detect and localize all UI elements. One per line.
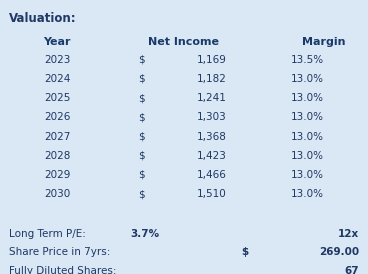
Text: $: $ bbox=[138, 93, 145, 103]
Text: 2026: 2026 bbox=[44, 112, 70, 122]
Text: 13.0%: 13.0% bbox=[291, 93, 324, 103]
Text: 1,169: 1,169 bbox=[197, 55, 226, 65]
Text: 13.0%: 13.0% bbox=[291, 112, 324, 122]
Text: 1,466: 1,466 bbox=[197, 170, 226, 180]
Text: $: $ bbox=[138, 74, 145, 84]
Text: $: $ bbox=[138, 170, 145, 180]
Text: 2028: 2028 bbox=[44, 151, 70, 161]
Text: 2027: 2027 bbox=[44, 132, 70, 141]
Text: Share Price in 7yrs:: Share Price in 7yrs: bbox=[9, 247, 110, 257]
Text: 1,368: 1,368 bbox=[197, 132, 226, 141]
Text: $: $ bbox=[138, 151, 145, 161]
Text: $: $ bbox=[241, 247, 248, 257]
Text: Fully Diluted Shares:: Fully Diluted Shares: bbox=[9, 266, 117, 274]
Text: $: $ bbox=[138, 132, 145, 141]
Text: 13.0%: 13.0% bbox=[291, 132, 324, 141]
Text: 3.7%: 3.7% bbox=[131, 229, 160, 239]
Text: Year: Year bbox=[43, 37, 71, 47]
Text: 2023: 2023 bbox=[44, 55, 70, 65]
Text: Margin: Margin bbox=[302, 37, 346, 47]
Text: $: $ bbox=[138, 112, 145, 122]
Text: $: $ bbox=[138, 55, 145, 65]
Text: 1,241: 1,241 bbox=[197, 93, 226, 103]
Text: 1,303: 1,303 bbox=[197, 112, 226, 122]
Text: Net Income: Net Income bbox=[149, 37, 219, 47]
Text: Valuation:: Valuation: bbox=[9, 12, 77, 24]
Text: 67: 67 bbox=[344, 266, 359, 274]
Text: 13.0%: 13.0% bbox=[291, 189, 324, 199]
Text: 13.0%: 13.0% bbox=[291, 74, 324, 84]
Text: 1,182: 1,182 bbox=[197, 74, 226, 84]
Text: 2024: 2024 bbox=[44, 74, 70, 84]
Text: 13.0%: 13.0% bbox=[291, 170, 324, 180]
Text: 12x: 12x bbox=[337, 229, 359, 239]
Text: Long Term P/E:: Long Term P/E: bbox=[9, 229, 86, 239]
Text: $: $ bbox=[138, 189, 145, 199]
Text: 1,423: 1,423 bbox=[197, 151, 226, 161]
Text: 2030: 2030 bbox=[44, 189, 70, 199]
Text: 1,510: 1,510 bbox=[197, 189, 226, 199]
Text: 2029: 2029 bbox=[44, 170, 70, 180]
Text: 269.00: 269.00 bbox=[319, 247, 359, 257]
Text: 13.5%: 13.5% bbox=[291, 55, 324, 65]
Text: 2025: 2025 bbox=[44, 93, 70, 103]
Text: 13.0%: 13.0% bbox=[291, 151, 324, 161]
